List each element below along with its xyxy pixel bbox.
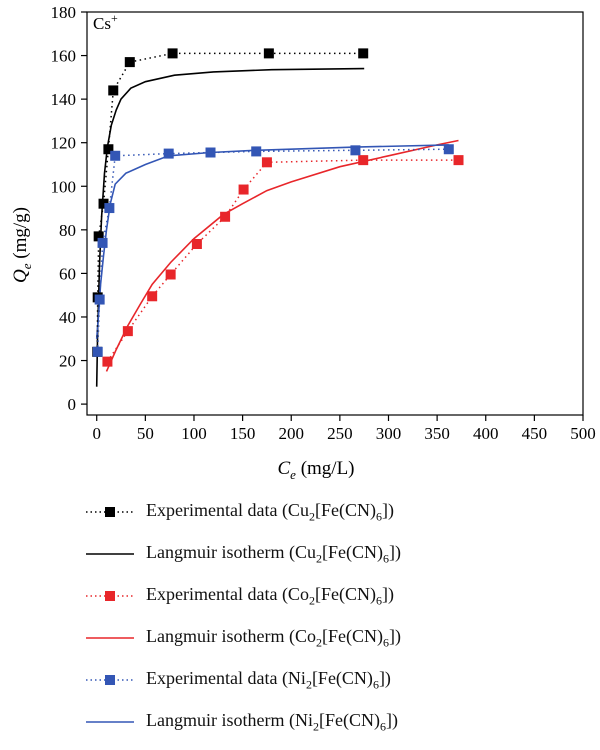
legend-sample-co-langmuir xyxy=(86,637,134,639)
y-tick-label: 0 xyxy=(68,395,77,414)
x-tick-label: 400 xyxy=(473,424,499,443)
data-point xyxy=(104,203,115,214)
legend-item-ni-experimental: Experimental data (Ni2[Fe(CN)6]) xyxy=(0,665,600,695)
legend-sample-ni-langmuir xyxy=(86,721,134,723)
data-point xyxy=(453,155,464,166)
data-point xyxy=(220,211,231,222)
data-point xyxy=(110,150,121,161)
chart-svg: 0 50 100 150 200 250 300 350 400 450 500 0 20 40 60 80 1… xyxy=(10,3,596,482)
x-tick-label: 500 xyxy=(570,424,596,443)
series-line xyxy=(95,144,449,339)
axes: 0 50 100 150 200 250 300 350 400 450 500 0 20 40 60 80 1… xyxy=(51,3,596,443)
legend-item-co-langmuir: Langmuir isotherm (Co2[Fe(CN)6]) xyxy=(0,623,600,653)
series-line xyxy=(95,67,365,387)
data-point xyxy=(163,148,174,159)
legend-item-ni-langmuir: Langmuir isotherm (Ni2[Fe(CN)6]) xyxy=(0,707,600,737)
series-line xyxy=(96,52,364,352)
data-point xyxy=(97,237,108,248)
data-point xyxy=(124,57,135,68)
legend-label: Experimental data (Cu2[Fe(CN)6]) xyxy=(146,500,394,524)
x-tick-label: 300 xyxy=(376,424,402,443)
legend-item-co-experimental: Experimental data (Co2[Fe(CN)6]) xyxy=(0,581,600,611)
y-tick-label: 160 xyxy=(51,47,77,66)
legend-label: Langmuir isotherm (Cu2[Fe(CN)6]) xyxy=(146,542,401,566)
x-tick-label: 150 xyxy=(230,424,256,443)
y-axis-label: Qe (mg/g) xyxy=(10,207,34,283)
x-tick-label: 100 xyxy=(181,424,207,443)
data-point xyxy=(443,144,454,155)
data-point xyxy=(93,231,104,242)
y-tick-label: 180 xyxy=(51,3,77,22)
series-line xyxy=(96,148,449,352)
y-tick-label: 40 xyxy=(59,308,76,327)
data-point xyxy=(251,146,262,157)
y-tick-label: 20 xyxy=(59,352,76,371)
legend-sample-cu-langmuir xyxy=(86,553,134,555)
legend-sample-ni-experimental xyxy=(86,675,134,685)
x-tick-label: 350 xyxy=(424,424,450,443)
data-point xyxy=(108,85,119,96)
data-point xyxy=(350,145,361,156)
legend-item-cu-langmuir: Langmuir isotherm (Cu2[Fe(CN)6]) xyxy=(0,539,600,569)
x-tick-label: 50 xyxy=(137,424,154,443)
series-line xyxy=(106,159,459,363)
y-tick-label: 120 xyxy=(51,134,77,153)
data-point xyxy=(358,48,369,59)
y-tick-label: 60 xyxy=(59,264,76,283)
data-point xyxy=(165,269,176,280)
y-tick-label: 80 xyxy=(59,221,76,240)
data-point xyxy=(94,294,105,305)
legend-label: Langmuir isotherm (Co2[Fe(CN)6]) xyxy=(146,626,401,650)
data-point xyxy=(103,144,114,155)
y-tick-label: 140 xyxy=(51,90,77,109)
data-point xyxy=(205,147,216,158)
x-tick-label: 0 xyxy=(92,424,101,443)
legend-label: Experimental data (Ni2[Fe(CN)6]) xyxy=(146,668,391,692)
legend-label: Langmuir isotherm (Ni2[Fe(CN)6]) xyxy=(146,710,398,734)
data-point xyxy=(122,326,133,337)
series-line xyxy=(105,139,459,372)
data-point xyxy=(98,198,109,209)
legend-sample-co-experimental xyxy=(86,591,134,601)
data-point xyxy=(238,184,249,195)
plot-frame xyxy=(86,11,584,416)
legend-label: Experimental data (Co2[Fe(CN)6]) xyxy=(146,584,394,608)
x-tick-label: 250 xyxy=(327,424,353,443)
annotation-label: Cs+ xyxy=(93,11,118,33)
x-tick-label: 450 xyxy=(522,424,548,443)
y-tick-label: 100 xyxy=(51,177,77,196)
data-point xyxy=(147,291,158,302)
data-point xyxy=(191,238,202,249)
data-point xyxy=(263,48,274,59)
legend-item-cu-experimental: Experimental data (Cu2[Fe(CN)6]) xyxy=(0,497,600,527)
data-point xyxy=(261,157,272,168)
x-axis-label: Ce (mg/L) xyxy=(277,458,354,482)
plot-area xyxy=(92,48,464,387)
data-point xyxy=(167,48,178,59)
legend-sample-cu-experimental xyxy=(86,507,134,517)
data-point xyxy=(92,346,103,357)
data-point xyxy=(102,356,113,367)
data-point xyxy=(358,155,369,166)
x-tick-label: 200 xyxy=(278,424,304,443)
